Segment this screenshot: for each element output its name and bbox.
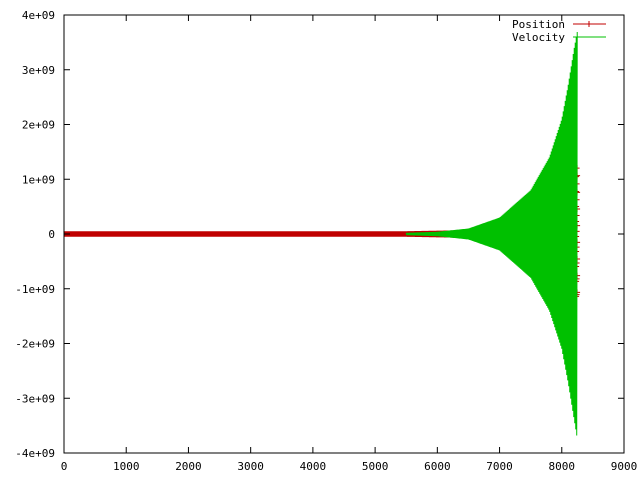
x-tick-label-6: 6000 <box>424 460 451 473</box>
series-velocity <box>405 32 578 436</box>
y-tick-label-4: 0 <box>48 228 55 241</box>
y-tick-label-6: -2e+09 <box>15 338 55 351</box>
x-tick-label-9: 9000 <box>611 460 638 473</box>
series-layer <box>63 32 581 436</box>
x-tick-label-2: 2000 <box>175 460 202 473</box>
y-tick-label-3: 1e+09 <box>22 173 55 186</box>
x-tick-label-0: 0 <box>61 460 68 473</box>
x-tick-label-1: 1000 <box>113 460 140 473</box>
legend-marker-position <box>586 21 592 27</box>
y-tick-label-7: -3e+09 <box>15 392 55 405</box>
x-tick-label-5: 5000 <box>362 460 389 473</box>
x-tick-label-3: 3000 <box>237 460 264 473</box>
y-tick-label-8: -4e+09 <box>15 447 55 460</box>
x-tick-label-7: 7000 <box>486 460 513 473</box>
legend-label-position: Position <box>512 18 565 31</box>
y-tick-label-0: 4e+09 <box>22 9 55 22</box>
x-tick-label-8: 8000 <box>549 460 576 473</box>
x-tick-label-4: 4000 <box>300 460 327 473</box>
y-tick-label-1: 3e+09 <box>22 64 55 77</box>
axis-ticks: 0 1000 2000 3000 4000 5000 6000 7000 8000 9000 4e+… <box>15 9 637 473</box>
legend-label-velocity: Velocity <box>512 31 565 44</box>
y-tick-label-2: 2e+09 <box>22 119 55 132</box>
series-line-velocity <box>405 32 578 436</box>
y-tick-label-5: -1e+09 <box>15 283 55 296</box>
